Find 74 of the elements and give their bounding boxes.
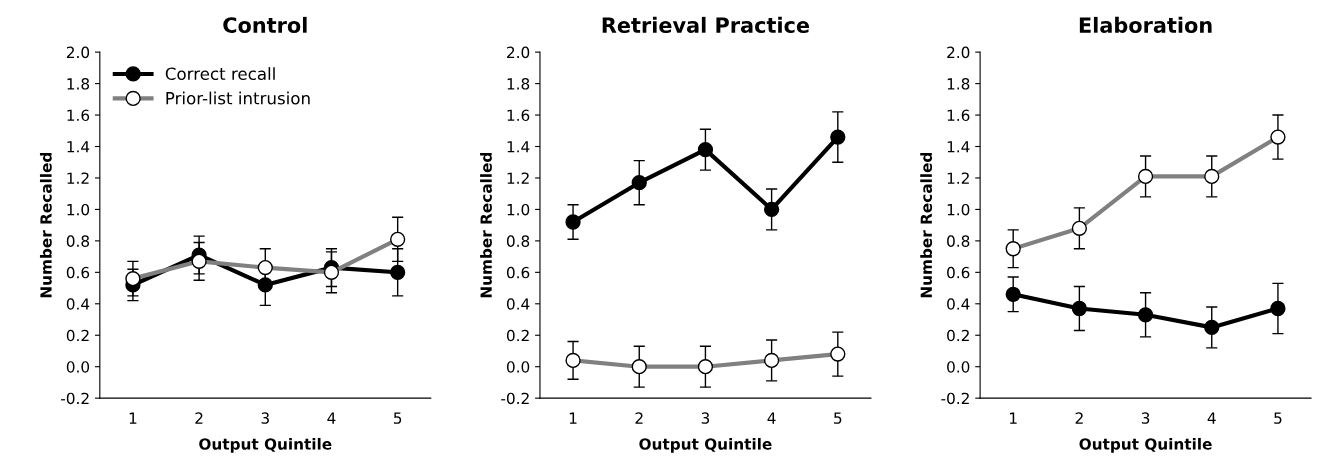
y-tick-label: 1.4 [67, 141, 90, 153]
x-axis-title: Output Quintile [1079, 437, 1212, 453]
y-tick-label: 0.6 [947, 266, 970, 279]
legend-label: Prior-list intrusion [166, 91, 310, 105]
y-tick-label: 1.8 [947, 78, 970, 90]
x-tick-label: 4 [1207, 412, 1216, 424]
y-tick-label: 1.4 [947, 141, 970, 153]
y-axis-title: Number Recalled [920, 152, 933, 298]
x-tick-label: 3 [701, 412, 710, 424]
y-tick-label: 1.0 [507, 203, 530, 216]
y-tick-label: 0.2 [947, 329, 969, 342]
x-tick-label: 1 [1010, 412, 1017, 424]
chart-title: Retrieval Practice [602, 16, 810, 33]
y-tick-label: 1.2 [947, 172, 969, 184]
x-axis-title: Output Quintile [639, 437, 772, 453]
y-tick-label: 1.6 [67, 109, 90, 122]
y-tick-label: 1.8 [67, 78, 90, 90]
y-tick-label: 1.0 [947, 203, 970, 216]
point [631, 175, 647, 191]
point [697, 142, 714, 158]
x-tick-label: 4 [767, 412, 776, 424]
x-axis-title: Output Quintile [199, 437, 332, 453]
chart-title: Control [223, 16, 307, 33]
y-tick-label: 0.4 [66, 298, 90, 310]
x-tick-label: 3 [1141, 412, 1150, 424]
point [257, 277, 273, 293]
point [565, 214, 581, 230]
point [1071, 300, 1088, 317]
y-tick-label: 0.0 [66, 361, 90, 373]
x-tick-label: 2 [635, 412, 643, 424]
y-tick-label: 1.4 [507, 141, 530, 153]
x-tick-label: 1 [569, 412, 577, 424]
y-tick-label: 0.0 [947, 361, 970, 373]
y-tick-label: 2.0 [947, 46, 970, 59]
y-tick-label: 1.6 [507, 109, 530, 122]
chart-title: Elaboration [1079, 16, 1212, 33]
y-tick-label: 0.6 [66, 266, 90, 279]
y-tick-label: 0.8 [947, 235, 970, 247]
y-tick-label: 2.0 [507, 46, 530, 59]
y-tick-label: 0.8 [66, 235, 90, 247]
point [763, 201, 780, 218]
point [1204, 319, 1220, 336]
x-tick-label: 5 [1274, 412, 1282, 424]
legend-label: Correct recall [165, 67, 275, 81]
point [830, 129, 846, 145]
y-tick-label: -0.2 [61, 392, 89, 405]
y-tick-label: 1.2 [507, 172, 529, 184]
y-tick-label: -0.2 [941, 392, 969, 405]
y-tick-label: 2.0 [66, 46, 90, 59]
y-tick-label: 0.4 [947, 298, 970, 310]
y-tick-label: 1.0 [67, 203, 90, 216]
point [1137, 307, 1154, 323]
y-axis-title: Number Recalled [39, 152, 52, 298]
x-tick-label: 3 [261, 412, 269, 424]
y-tick-label: 1.2 [67, 172, 89, 184]
y-tick-label: 1.6 [947, 109, 970, 122]
y-tick-label: 0.4 [506, 298, 530, 310]
x-tick-label: 4 [327, 412, 336, 424]
x-tick-label: 1 [129, 412, 137, 424]
x-tick-label: 5 [393, 412, 402, 424]
y-tick-label: 0.8 [506, 235, 530, 247]
y-tick-label: 0.2 [506, 329, 529, 342]
y-tick-label: 0.2 [66, 329, 89, 342]
x-tick-label: 2 [195, 412, 203, 424]
point [1005, 286, 1021, 302]
x-tick-label: 5 [834, 412, 842, 424]
y-tick-label: 0.0 [506, 361, 530, 373]
point [390, 264, 406, 280]
y-tick-label: 1.8 [507, 78, 530, 90]
y-axis-title: Number Recalled [480, 152, 492, 298]
y-tick-label: 0.6 [506, 266, 530, 279]
x-tick-label: 2 [1075, 412, 1083, 424]
y-tick-label: -0.2 [501, 392, 529, 405]
point [1270, 300, 1286, 317]
